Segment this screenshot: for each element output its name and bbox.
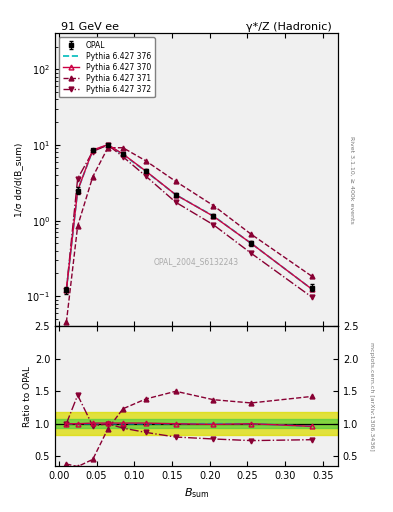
Pythia 6.427 372	[309, 294, 314, 300]
Y-axis label: 1/σ dσ/d(B_sum): 1/σ dσ/d(B_sum)	[15, 143, 24, 217]
Pythia 6.427 371	[249, 231, 253, 238]
Pythia 6.427 372	[249, 250, 253, 257]
Pythia 6.427 370	[90, 147, 95, 153]
Pythia 6.427 371	[309, 273, 314, 279]
Pythia 6.427 370	[249, 240, 253, 246]
Y-axis label: mcplots.cern.ch [arXiv:1306.3436]: mcplots.cern.ch [arXiv:1306.3436]	[369, 342, 375, 451]
Pythia 6.427 376	[75, 187, 80, 194]
Pythia 6.427 371	[173, 178, 178, 184]
Pythia 6.427 370	[75, 187, 80, 194]
Pythia 6.427 376	[143, 168, 148, 174]
Text: γ*/Z (Hadronic): γ*/Z (Hadronic)	[246, 22, 332, 32]
Pythia 6.427 376	[64, 287, 69, 293]
Line: Pythia 6.427 376: Pythia 6.427 376	[66, 145, 312, 290]
Pythia 6.427 376	[309, 286, 314, 292]
Pythia 6.427 372	[143, 173, 148, 179]
Pythia 6.427 376	[105, 142, 110, 148]
Line: Pythia 6.427 372: Pythia 6.427 372	[64, 142, 314, 300]
Pythia 6.427 371	[64, 319, 69, 326]
X-axis label: $B_{\mathrm{sum}}$: $B_{\mathrm{sum}}$	[184, 486, 209, 500]
Pythia 6.427 376	[249, 240, 253, 246]
Bar	[55, 412, 338, 435]
Pythia 6.427 372	[211, 222, 216, 228]
Pythia 6.427 376	[173, 191, 178, 198]
Line: Pythia 6.427 371: Pythia 6.427 371	[64, 145, 314, 325]
Pythia 6.427 370	[121, 151, 125, 157]
Pythia 6.427 371	[143, 158, 148, 164]
Pythia 6.427 370	[143, 168, 148, 174]
Pythia 6.427 372	[75, 176, 80, 182]
Line: Pythia 6.427 370: Pythia 6.427 370	[64, 142, 314, 293]
Pythia 6.427 376	[211, 213, 216, 219]
Pythia 6.427 372	[90, 148, 95, 155]
Legend: OPAL, Pythia 6.427 376, Pythia 6.427 370, Pythia 6.427 371, Pythia 6.427 372: OPAL, Pythia 6.427 376, Pythia 6.427 370…	[59, 37, 154, 97]
Pythia 6.427 371	[121, 145, 125, 151]
Pythia 6.427 370	[105, 142, 110, 148]
Pythia 6.427 372	[121, 154, 125, 160]
Y-axis label: Rivet 3.1.10, ≥ 400k events: Rivet 3.1.10, ≥ 400k events	[349, 136, 354, 224]
Pythia 6.427 372	[105, 142, 110, 148]
Pythia 6.427 376	[121, 152, 125, 158]
Y-axis label: Ratio to OPAL: Ratio to OPAL	[23, 366, 32, 426]
Pythia 6.427 370	[211, 214, 216, 220]
Text: OPAL_2004_S6132243: OPAL_2004_S6132243	[154, 258, 239, 266]
Pythia 6.427 376	[90, 147, 95, 154]
Pythia 6.427 371	[90, 174, 95, 180]
Pythia 6.427 371	[105, 145, 110, 151]
Pythia 6.427 370	[64, 287, 69, 293]
Pythia 6.427 370	[173, 191, 178, 198]
Pythia 6.427 370	[309, 286, 314, 292]
Pythia 6.427 371	[75, 223, 80, 229]
Pythia 6.427 372	[173, 199, 178, 205]
Pythia 6.427 371	[211, 203, 216, 209]
Bar	[55, 419, 338, 428]
Text: 91 GeV ee: 91 GeV ee	[61, 22, 119, 32]
Pythia 6.427 372	[64, 287, 69, 293]
